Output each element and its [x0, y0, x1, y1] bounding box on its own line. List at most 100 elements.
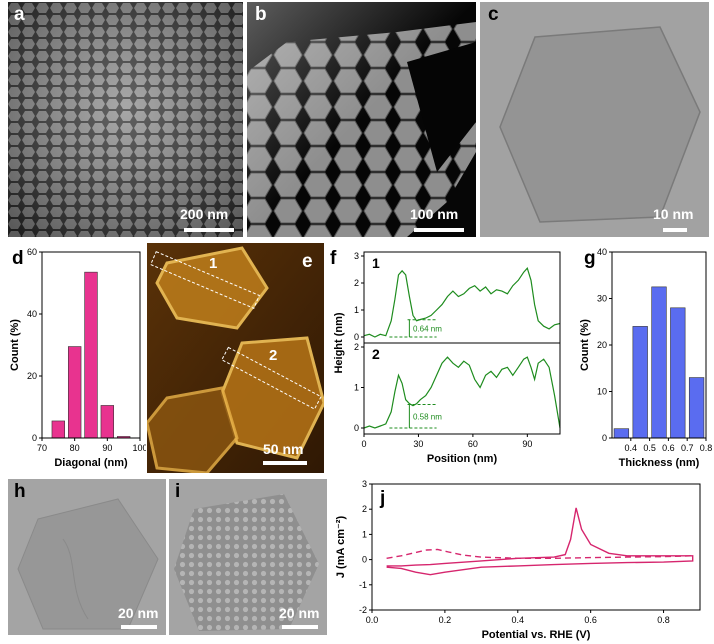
- scale-bar-a: [184, 228, 234, 232]
- tem-single-hexagon-image: [480, 2, 709, 237]
- bar-g-2: [651, 286, 667, 439]
- panel-b-sem-image: b 100 nm: [247, 2, 476, 237]
- ytick-label-f2-1: 1: [354, 383, 359, 393]
- ytick-label-j-2: 0: [362, 555, 367, 565]
- panel-letter-h: h: [14, 481, 26, 502]
- xlabel-d: Diagonal (nm): [54, 457, 128, 469]
- panel-e-afm-image: e 1 2 50 nm: [147, 243, 324, 473]
- profile-line-2: [363, 356, 561, 429]
- xtick-label-g-2: 0.6: [662, 443, 675, 453]
- ylabel-f: Height (nm): [333, 312, 345, 373]
- ytick-label-d-2: 40: [27, 309, 37, 319]
- ytick-label-d-3: 60: [27, 247, 37, 257]
- xtick-label-d-0: 70: [37, 443, 47, 453]
- bar-g-1: [632, 326, 648, 439]
- tem-sheet-before-image: [8, 479, 166, 635]
- profile-number-1: 1: [372, 255, 380, 271]
- scale-label-h: 20 nm: [118, 605, 159, 621]
- ytick-label-g-4: 40: [597, 247, 607, 257]
- profile-line-1: [363, 267, 561, 338]
- ytick-label-j-4: 2: [362, 504, 367, 514]
- xtick-label-j-2: 0.4: [512, 615, 525, 625]
- chart-d-diagonal-histogram: 70 80 90 100 0 20 40 60 Diagonal (nm) Count (%) d: [9, 247, 146, 469]
- xtick-label-g-4: 0.8: [700, 443, 713, 453]
- xlabel-g: Thickness (nm): [619, 457, 700, 469]
- scale-bar-c: [663, 228, 687, 232]
- ytick-label-j-1: -1: [359, 580, 367, 590]
- ytick-label-d-0: 0: [32, 433, 37, 443]
- ylabel-j: J (mA cm⁻²): [335, 516, 347, 579]
- xtick-label-j-1: 0.2: [439, 615, 452, 625]
- scale-label-b: 100 nm: [410, 206, 459, 222]
- cv-line-solid: [386, 507, 694, 576]
- panel-c-tem-image: c 10 nm: [480, 2, 709, 237]
- profile-frame-1: [363, 251, 561, 344]
- panel-letter-j: j: [379, 488, 385, 509]
- xlabel-f: Position (nm): [427, 453, 498, 465]
- plot-frame-j: [371, 483, 701, 611]
- ylabel-d: Count (%): [9, 319, 21, 371]
- xlabel-j: Potential vs. RHE (V): [482, 629, 591, 641]
- ytick-label-d-1: 20: [27, 371, 37, 381]
- bar-g-3: [670, 307, 686, 439]
- ytick-label-g-3: 30: [597, 294, 607, 304]
- xtick-label-d-2: 90: [102, 443, 112, 453]
- cv-line-dashed: [386, 548, 693, 560]
- sem-hexagon-array-image: [247, 2, 476, 237]
- sem-nanosheets-image: [8, 2, 243, 237]
- scale-bar-b: [414, 228, 464, 232]
- ylabel-g: Count (%): [579, 319, 591, 371]
- chart-j-cv-curve: 0.0 0.2 0.4 0.6 0.8 -2 -1 0 1 2 3 Potential vs. RHE…: [335, 479, 701, 641]
- annotation-label-1: 0.64 nm: [413, 324, 442, 333]
- scale-label-c: 10 nm: [653, 206, 694, 222]
- xtick-label-d-3: 100: [132, 443, 146, 453]
- scale-bar-i: [282, 625, 318, 629]
- xtick-label-f-3: 90: [522, 439, 532, 449]
- panel-letter-g: g: [584, 248, 596, 269]
- panel-letter-d: d: [12, 248, 24, 269]
- ytick-label-g-0: 0: [602, 433, 607, 443]
- ytick-label-g-2: 20: [597, 340, 607, 350]
- xtick-label-d-1: 80: [70, 443, 80, 453]
- xtick-label-g-0: 0.4: [625, 443, 638, 453]
- bar-d-0: [51, 420, 66, 439]
- ytick-label-g-1: 10: [597, 387, 607, 397]
- ytick-label-f2-0: 0: [354, 423, 359, 433]
- xtick-label-g-1: 0.5: [643, 443, 656, 453]
- panel-i-tem-image: i 20 nm: [169, 479, 327, 635]
- annotation-label-2: 0.58 nm: [413, 412, 442, 421]
- panel-a-sem-image: a 200 nm: [8, 2, 243, 237]
- scale-label-a: 200 nm: [180, 206, 229, 222]
- plot-frame-d: [41, 251, 141, 439]
- ytick-label-j-5: 3: [362, 479, 367, 489]
- ytick-label-j-3: 1: [362, 529, 367, 539]
- ytick-label-f1-3: 3: [354, 251, 359, 261]
- profile-number-2: 2: [372, 346, 380, 362]
- xtick-label-j-3: 0.6: [584, 615, 597, 625]
- bar-g-4: [688, 377, 705, 439]
- panel-letter-e: e: [302, 251, 313, 272]
- afm-line-label-2: 2: [269, 347, 278, 364]
- chart-g-thickness-histogram: 0.4 0.5 0.6 0.7 0.8 0 10 20 30 40 Thickness (nm) Co…: [579, 247, 713, 469]
- scale-label-e: 50 nm: [263, 441, 304, 457]
- xtick-label-g-3: 0.7: [681, 443, 694, 453]
- xtick-label-f-2: 60: [468, 439, 478, 449]
- ytick-label-j-0: -2: [359, 605, 367, 615]
- bar-d-2: [84, 271, 98, 439]
- bar-d-3: [100, 405, 115, 439]
- xtick-label-j-0: 0.0: [366, 615, 379, 625]
- panel-letter-b: b: [255, 4, 267, 25]
- xtick-label-j-4: 0.8: [657, 615, 670, 625]
- scale-bar-h: [121, 625, 157, 629]
- xtick-label-f-0: 0: [361, 439, 366, 449]
- panel-h-tem-image: h 20 nm: [8, 479, 166, 635]
- bar-g-0: [613, 428, 630, 439]
- panel-letter-f: f: [330, 248, 337, 269]
- ytick-label-f1-1: 1: [354, 305, 359, 315]
- chart-f-height-profiles: 0 1 2 3 1 0.64 nm 0 1 2 2 0.58 nm 0 30 60 90 Position (…: [330, 248, 561, 465]
- scale-label-i: 20 nm: [279, 605, 320, 621]
- xtick-label-f-1: 30: [413, 439, 423, 449]
- bar-d-1: [67, 346, 82, 439]
- profile-frame-2: [363, 342, 561, 435]
- tem-sheet-porous-image: [169, 479, 327, 635]
